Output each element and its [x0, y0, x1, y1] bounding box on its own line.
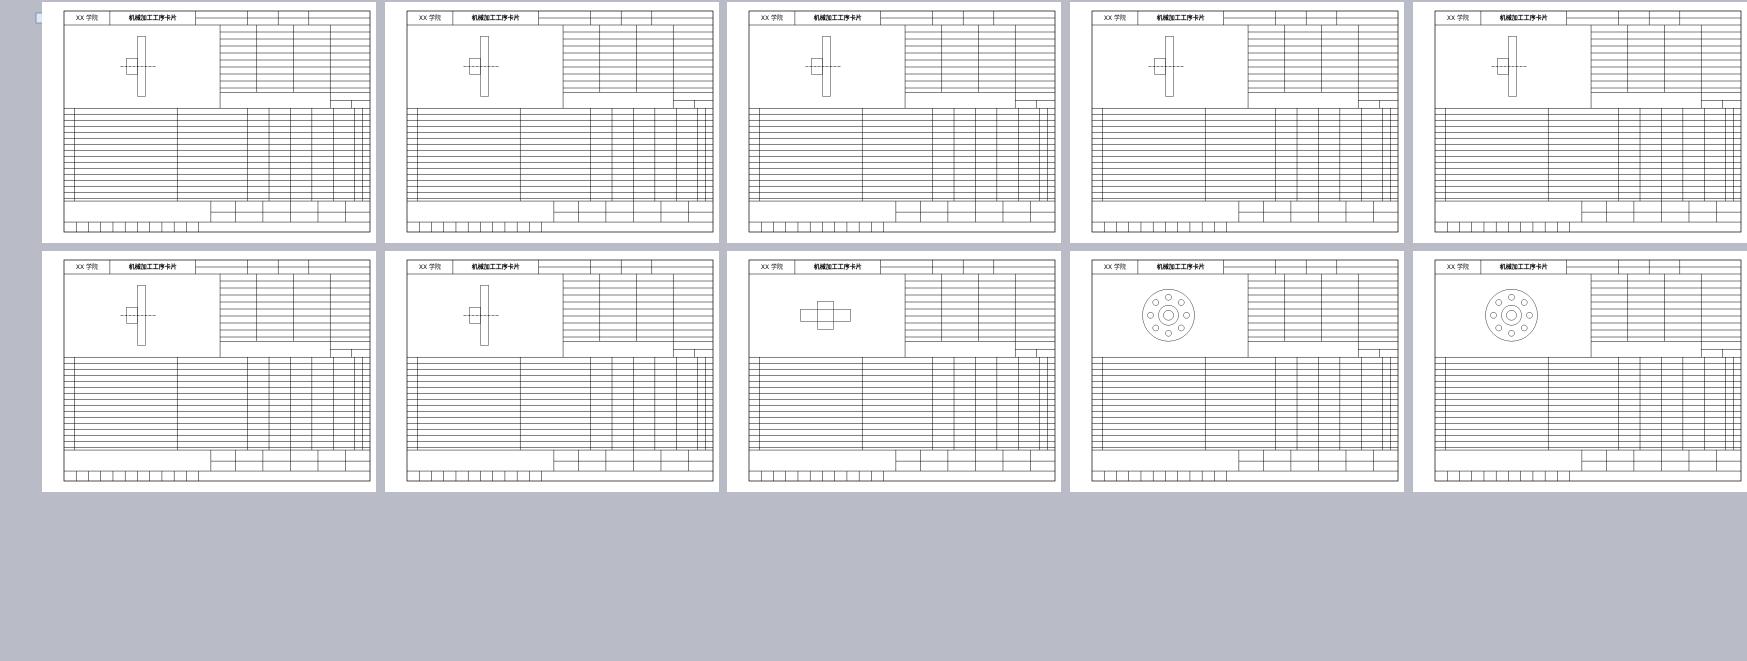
- school-name: XX 学院: [76, 14, 98, 22]
- card-title: 机械加工工序卡片: [472, 263, 520, 271]
- card-frame: [63, 259, 371, 482]
- part-sketch: [1183, 312, 1190, 319]
- page-sheet: [1070, 251, 1404, 492]
- part-sketch: [1158, 305, 1179, 326]
- part-sketch: [1501, 305, 1522, 326]
- part-sketch: [1495, 324, 1503, 332]
- part-sketch: [1177, 324, 1185, 332]
- school-name: XX 学院: [1104, 263, 1126, 271]
- school-name: XX 学院: [1447, 263, 1469, 271]
- page-thumbnail[interactable]: XX 学院 机械加工工序卡片: [1413, 2, 1747, 243]
- card-title: 机械加工工序卡片: [1500, 263, 1548, 271]
- page-sheet: [385, 251, 719, 492]
- card-title: 机械加工工序卡片: [129, 14, 177, 22]
- card-frame: [1434, 10, 1742, 233]
- part-sketch: [1506, 310, 1517, 321]
- page-sheet: [1413, 251, 1747, 492]
- part-sketch: [1508, 294, 1515, 301]
- school-name: XX 学院: [419, 14, 441, 22]
- page-sheet: [42, 251, 376, 492]
- school-name: XX 学院: [761, 14, 783, 22]
- card-title: 机械加工工序卡片: [1500, 14, 1548, 22]
- page-thumbnail[interactable]: XX 学院 机械加工工序卡片: [385, 251, 719, 492]
- card-title: 机械加工工序卡片: [1157, 263, 1205, 271]
- page-sheet: [727, 251, 1061, 492]
- part-sketch: [1490, 312, 1497, 319]
- page-thumbnail[interactable]: XX 学院 机械加工工序卡片: [1413, 251, 1747, 492]
- school-name: XX 学院: [419, 263, 441, 271]
- page-thumbnail[interactable]: XX 学院 机械加工工序卡片: [727, 2, 1061, 243]
- part-sketch: [1163, 310, 1174, 321]
- card-title: 机械加工工序卡片: [129, 263, 177, 271]
- part-sketch: [1165, 330, 1172, 337]
- page-sheet: [1070, 2, 1404, 243]
- school-name: XX 学院: [1447, 14, 1469, 22]
- part-sketch: [1508, 330, 1515, 337]
- card-frame: [63, 10, 371, 233]
- page-thumbnail[interactable]: XX 学院 机械加工工序卡片: [42, 2, 376, 243]
- card-frame: [1434, 259, 1742, 482]
- card-frame: [1091, 259, 1399, 482]
- part-sketch: [1495, 299, 1503, 306]
- card-frame: [406, 259, 714, 482]
- part-sketch: [1152, 299, 1160, 306]
- page-thumbnail[interactable]: XX 学院 机械加工工序卡片: [385, 2, 719, 243]
- part-sketch: [1165, 294, 1172, 301]
- page-thumbnail[interactable]: XX 学院 机械加工工序卡片: [1070, 251, 1404, 492]
- card-frame: [748, 10, 1056, 233]
- part-sketch: [817, 301, 834, 330]
- page-sheet: [1413, 2, 1747, 243]
- school-name: XX 学院: [1104, 14, 1126, 22]
- part-sketch: [1485, 289, 1538, 342]
- page-sheet: [42, 2, 376, 243]
- card-title: 机械加工工序卡片: [814, 263, 862, 271]
- card-title: 机械加工工序卡片: [814, 14, 862, 22]
- page-sheet: [727, 2, 1061, 243]
- school-name: XX 学院: [761, 263, 783, 271]
- card-frame: [748, 259, 1056, 482]
- part-sketch: [1520, 299, 1528, 306]
- page-thumbnail[interactable]: XX 学院 机械加工工序卡片: [727, 251, 1061, 492]
- school-name: XX 学院: [76, 263, 98, 271]
- part-sketch: [1526, 312, 1533, 319]
- part-sketch: [1142, 289, 1195, 342]
- part-sketch: [1177, 299, 1185, 306]
- page-thumbnail[interactable]: XX 学院 机械加工工序卡片: [1070, 2, 1404, 243]
- part-sketch: [1520, 324, 1528, 332]
- card-frame: [406, 10, 714, 233]
- card-title: 机械加工工序卡片: [472, 14, 520, 22]
- part-sketch: [1152, 324, 1160, 332]
- page-thumbnail[interactable]: XX 学院 机械加工工序卡片: [42, 251, 376, 492]
- card-frame: [1091, 10, 1399, 233]
- card-title: 机械加工工序卡片: [1157, 14, 1205, 22]
- part-sketch: [1147, 312, 1154, 319]
- page-sheet: [385, 2, 719, 243]
- part-sketch: [800, 309, 851, 322]
